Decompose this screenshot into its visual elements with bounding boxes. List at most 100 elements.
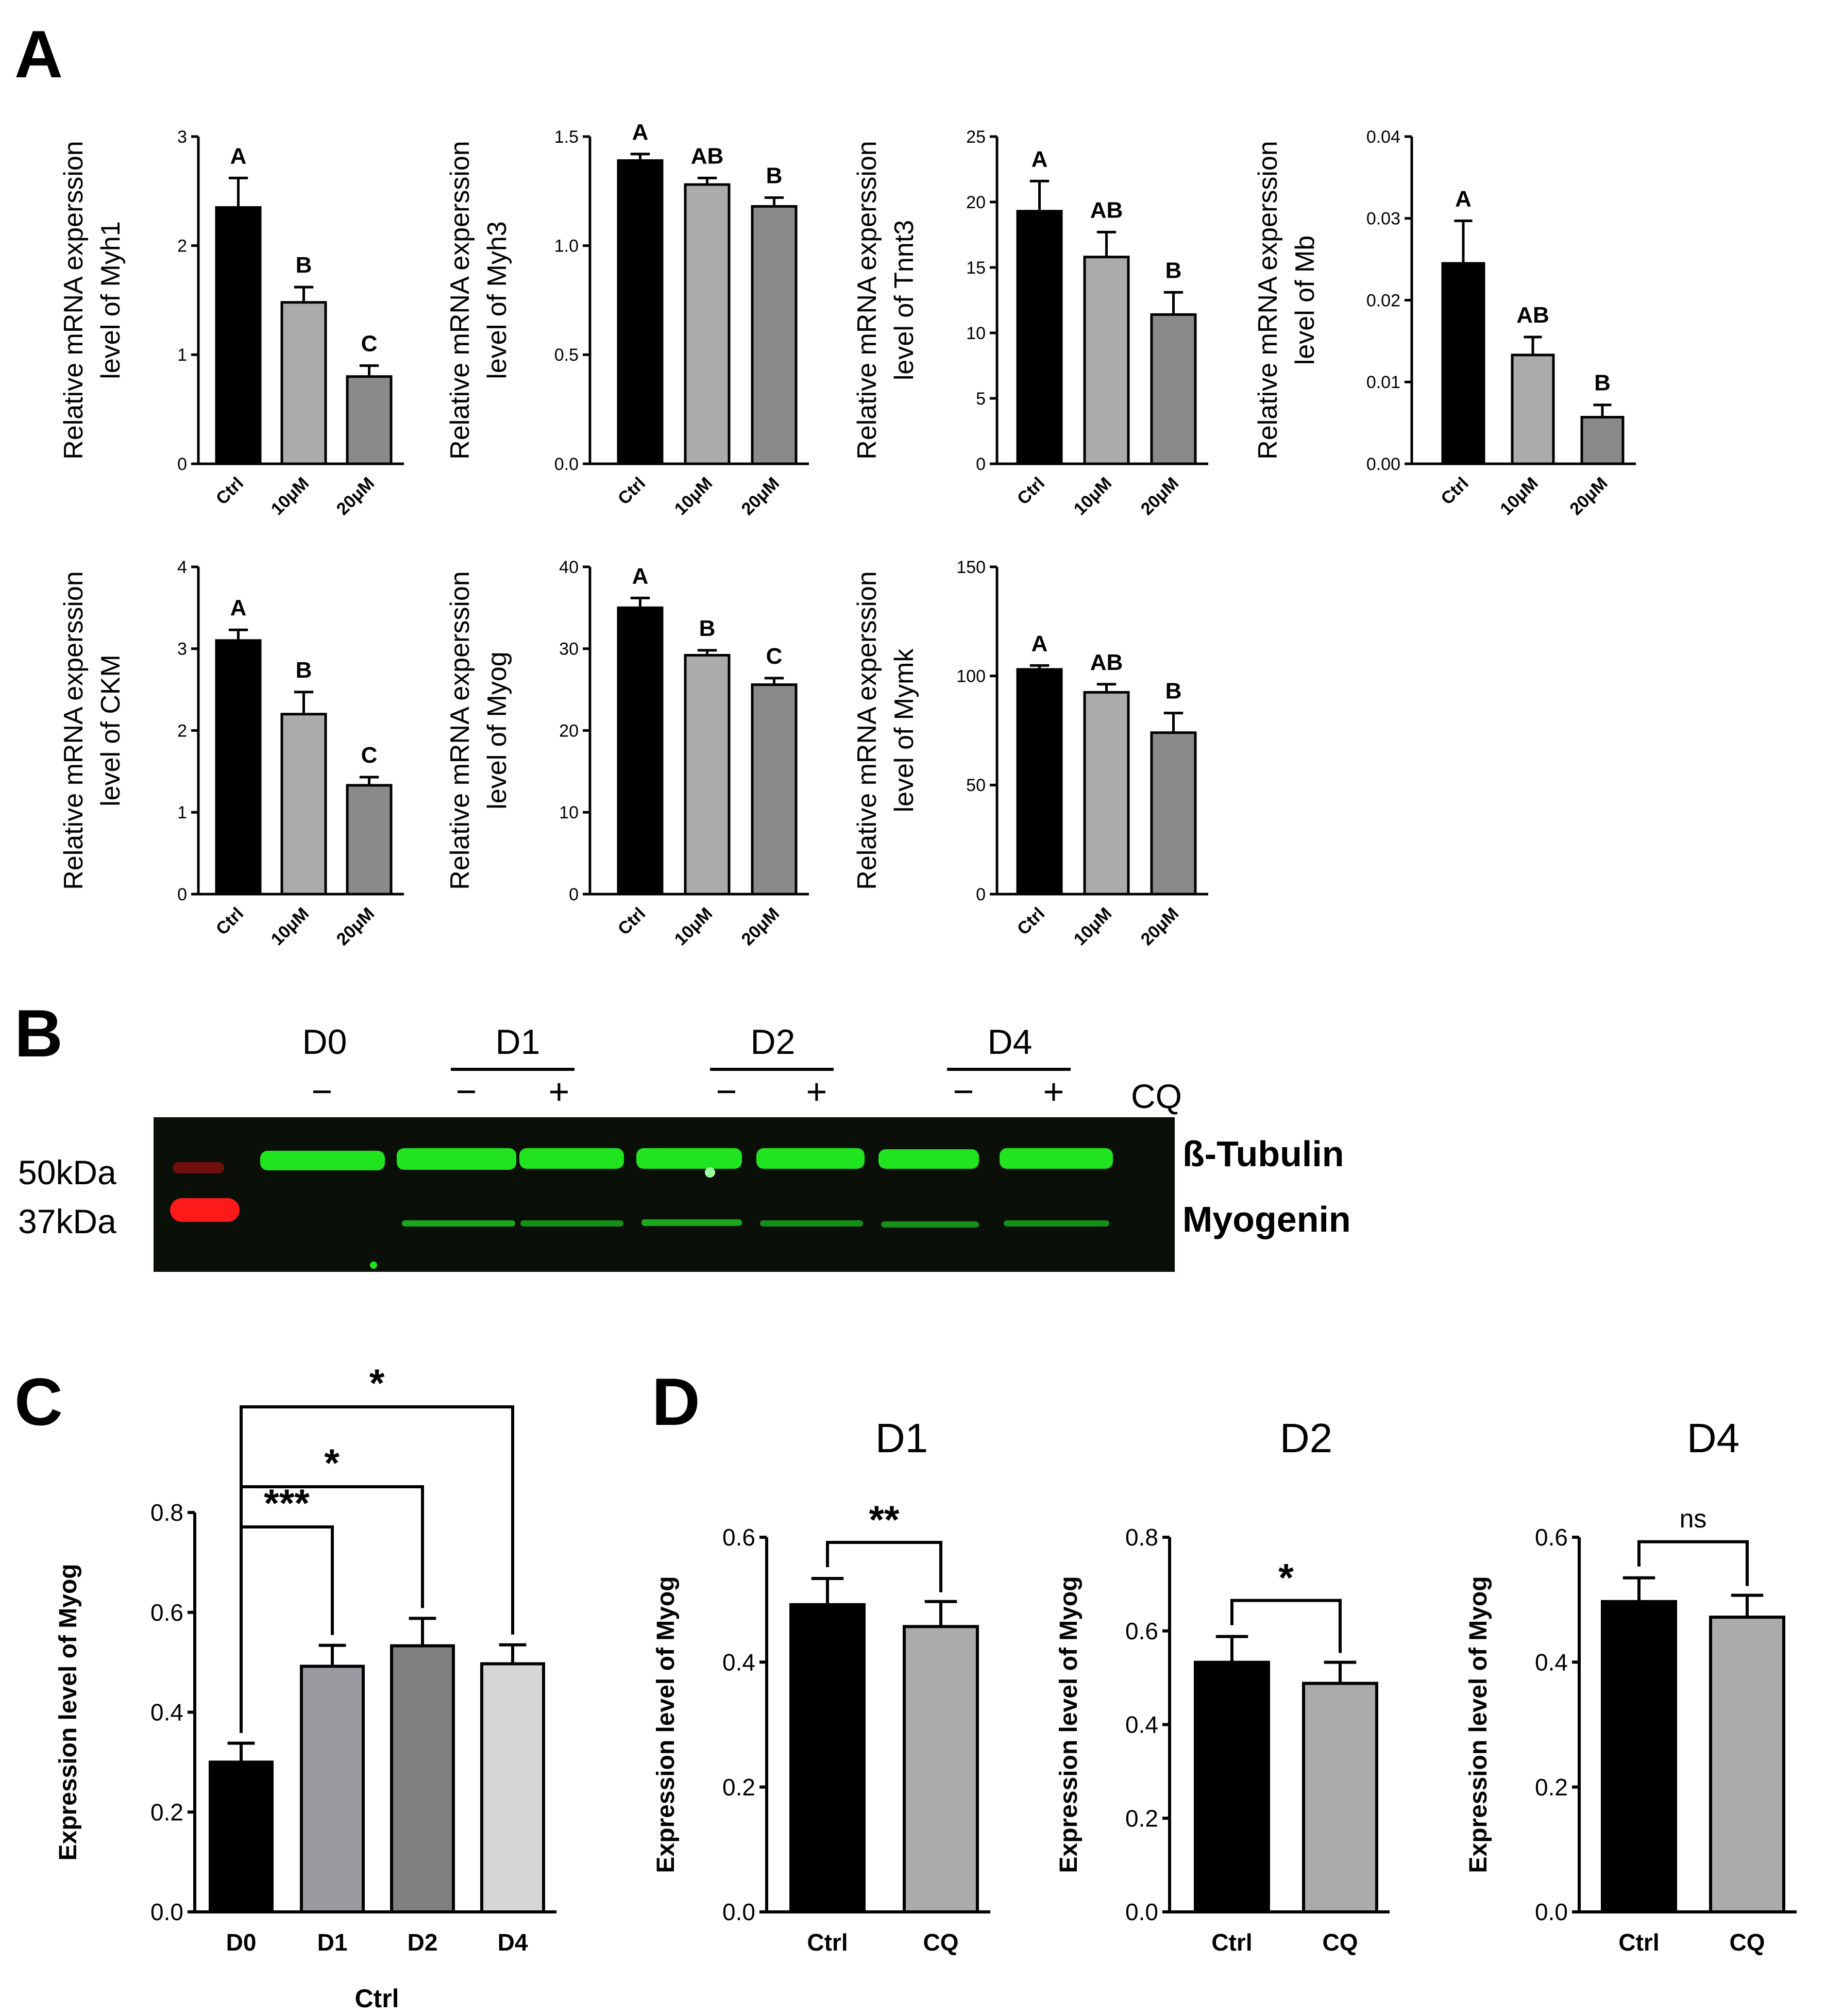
y-tick-label: 0.4	[150, 1699, 183, 1726]
y-tick-label: 0.2	[722, 1774, 755, 1801]
y-tick-label: 0.5	[554, 345, 579, 365]
significance-letter: AB	[1090, 197, 1123, 223]
bar-d0	[209, 1760, 274, 1913]
y-axis-label: Expression level of Myog	[652, 1576, 680, 1873]
band-label-tubulin: ß-Tubulin	[1182, 1134, 1344, 1174]
x-category-label: D4	[498, 1929, 528, 1956]
tubulin-band-lane-6	[878, 1149, 979, 1169]
blot-artifact-dot-2	[370, 1262, 377, 1269]
significance-bracket	[1230, 1599, 1342, 1653]
y-axis-label: level of Mymk	[889, 648, 919, 813]
x-category-label: 10μM	[1496, 474, 1542, 519]
x-category-label: 10μM	[267, 904, 313, 949]
bar-ctrl	[1441, 262, 1485, 465]
y-tick-label: 0.00	[1366, 455, 1400, 474]
y-tick-label: 0.8	[150, 1499, 183, 1526]
y-axis-label: level of Mb	[1290, 236, 1320, 365]
significance-label: ns	[1680, 1504, 1707, 1533]
bar-20m	[1150, 731, 1197, 896]
y-tick-label: 0.6	[1125, 1618, 1158, 1644]
significance-letter: AB	[1090, 650, 1123, 675]
y-tick-label: 0.2	[150, 1799, 183, 1825]
blot-image	[154, 1117, 1175, 1272]
significance-label: *	[324, 1441, 340, 1485]
bar-ctrl	[789, 1603, 866, 1914]
bar-d2	[390, 1644, 455, 1913]
y-tick-label: 20	[559, 721, 579, 741]
y-tick-label: 1	[177, 345, 187, 365]
bar-ctrl	[215, 206, 262, 465]
significance-label: **	[869, 1498, 900, 1542]
panel-label-a: A	[14, 16, 63, 92]
significance-letter: AB	[1516, 303, 1549, 328]
western-blot-panel: D0 D1 D2 D4 − − + − + − + CQ	[18, 1022, 1351, 1272]
y-axis-label: Expression level of Myog	[1055, 1576, 1083, 1873]
bar-ctrl	[1016, 668, 1063, 896]
y-axis-label: Relative mRNA experssion	[445, 141, 475, 459]
significance-letter: B	[1165, 679, 1182, 704]
y-tick-label: 40	[559, 558, 579, 577]
y-tick-label: 2	[177, 237, 187, 256]
y-axis-label: Relative mRNA experssion	[445, 571, 475, 889]
y-tick-label: 0	[976, 885, 986, 904]
significance-letter: C	[361, 743, 378, 768]
lane-sign-d2-plus: +	[806, 1071, 827, 1112]
chart-a6-myog: 0 10 20 30 40 Relative mRNA experssion level o…	[445, 558, 809, 949]
bar-10m	[684, 653, 731, 896]
lane-sign-d2-minus: −	[716, 1071, 737, 1112]
significance-letter: B	[296, 253, 312, 278]
y-axis-label: Relative mRNA experssion	[59, 141, 89, 459]
myogenin-band-lane-7	[1004, 1220, 1109, 1227]
bar-10m	[1511, 354, 1555, 465]
y-tick-label: 0	[976, 455, 986, 474]
y-tick-label: 0.6	[150, 1599, 183, 1626]
bar-d4	[480, 1662, 545, 1913]
y-tick-label: 0.2	[1125, 1805, 1158, 1832]
blot-group-d1-label: D1	[496, 1022, 540, 1062]
y-axis-label: level of Myh1	[96, 221, 126, 379]
significance-label: *	[1278, 1556, 1294, 1600]
significance-letter: B	[296, 658, 312, 683]
significance-letter: B	[1594, 371, 1611, 396]
bar-10m	[1083, 256, 1130, 465]
chart-a1-myh1: 0 1 2 3 Relative mRNA experssion level of Myh…	[59, 127, 404, 519]
chart-a7-mymk: 0 50 100 150 Relative mRNA experssion level o…	[852, 558, 1208, 949]
significance-letter: A	[632, 120, 649, 145]
y-axis-label: level of CKM	[96, 654, 126, 807]
significance-bracket	[826, 1540, 942, 1592]
significance-letter: C	[361, 331, 378, 357]
y-axis-label: Relative mRNA experssion	[852, 141, 882, 459]
y-tick-label: 0.0	[554, 455, 579, 474]
bar-10m	[684, 183, 731, 465]
y-tick-label: 4	[177, 558, 187, 577]
x-category-label: Ctrl	[212, 474, 247, 509]
y-axis-label: Relative mRNA experssion	[852, 571, 882, 889]
x-category-label: 20μM	[738, 904, 783, 949]
y-tick-label: 0.0	[1125, 1899, 1158, 1925]
x-category-label: Ctrl	[1437, 474, 1472, 509]
x-axis-label: Ctrl	[354, 1984, 399, 2013]
bar-ctrl	[1016, 210, 1063, 465]
significance-label: *	[369, 1362, 385, 1405]
x-category-label: 10μM	[1070, 474, 1115, 519]
tubulin-band-lane-5	[756, 1148, 865, 1169]
bar-20m	[751, 205, 798, 465]
panel-label-c: C	[14, 1364, 63, 1439]
x-category-label: 20μM	[1137, 474, 1182, 519]
significance-letter: B	[699, 616, 716, 641]
y-tick-label: 1.5	[554, 127, 579, 147]
tubulin-band-lane-3	[519, 1148, 624, 1169]
y-tick-label: 0.0	[150, 1899, 183, 1925]
x-category-label: Ctrl	[1013, 474, 1049, 509]
panel-label-b: B	[14, 996, 63, 1071]
x-category-label: Ctrl	[807, 1929, 848, 1956]
significance-label: ***	[264, 1482, 310, 1525]
y-tick-label: 0.4	[1535, 1649, 1568, 1675]
y-tick-label: 0.4	[722, 1649, 755, 1675]
lane-sign-d4-minus: −	[953, 1071, 974, 1112]
tubulin-band-lane-7	[1000, 1148, 1113, 1169]
y-tick-label: 0.6	[1535, 1524, 1568, 1551]
significance-letter: A	[1032, 146, 1048, 172]
significance-letter: A	[230, 595, 247, 620]
bar-20m	[346, 375, 393, 465]
